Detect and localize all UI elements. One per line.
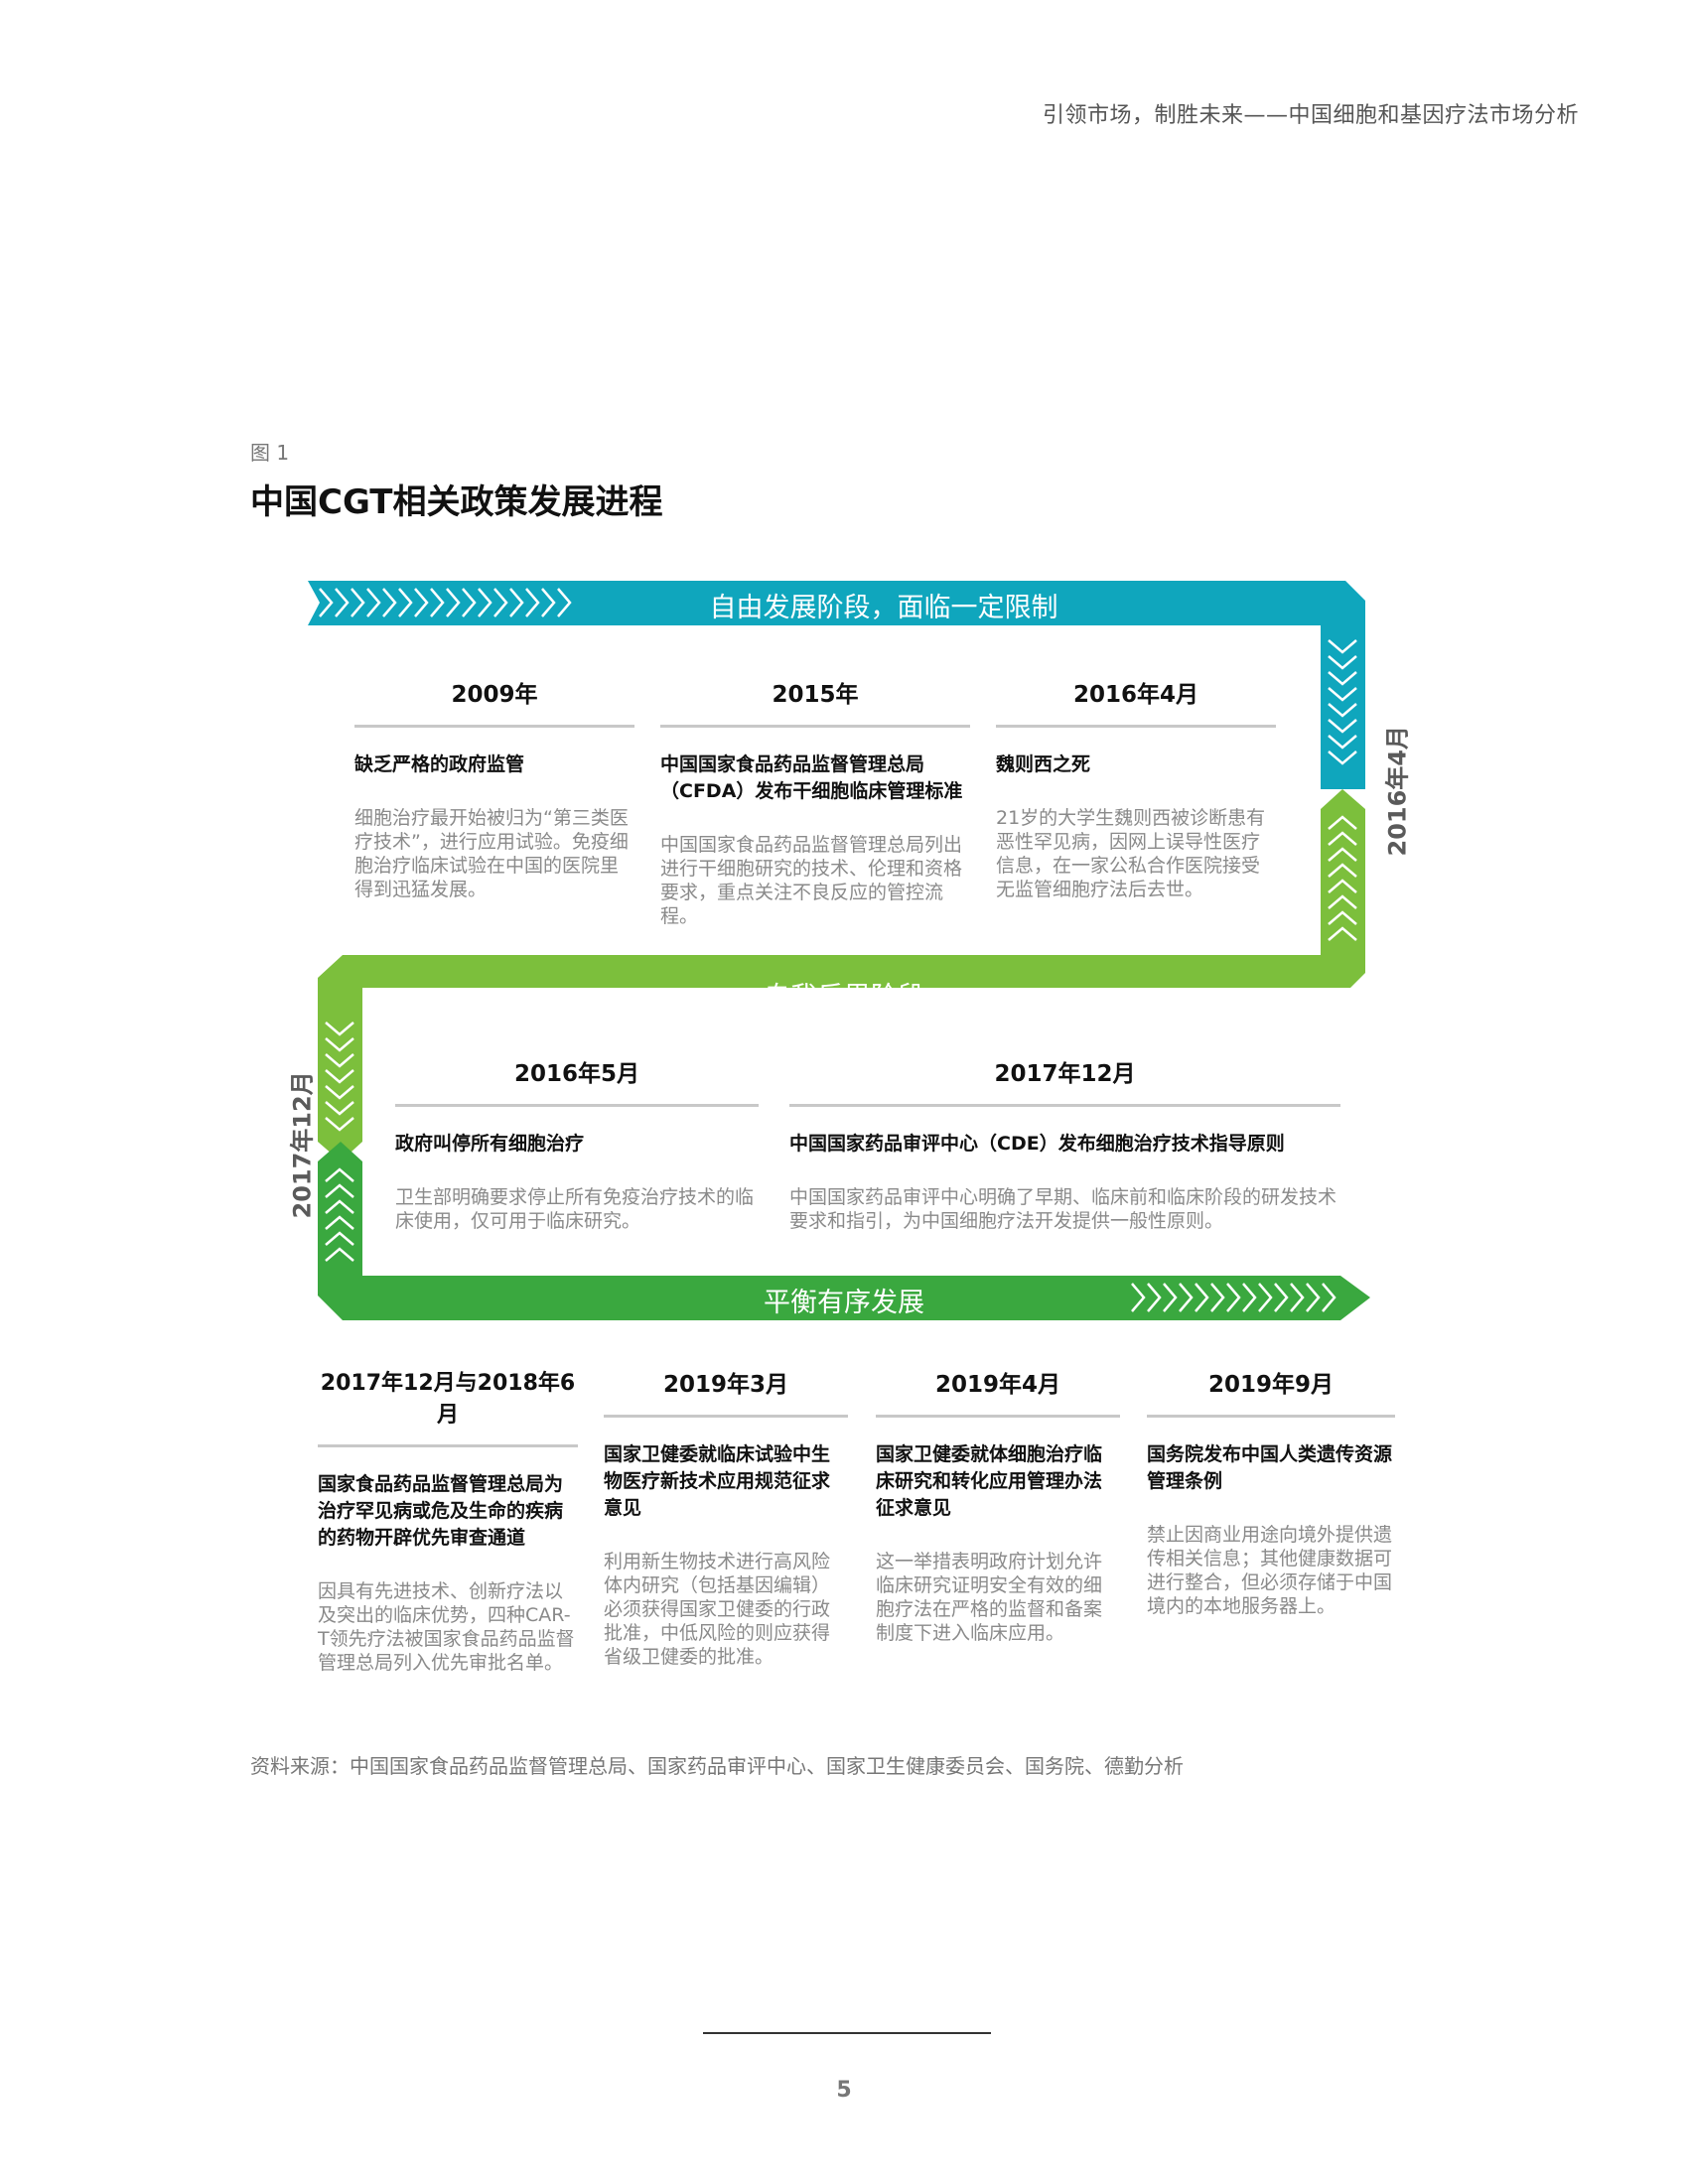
stage3-right-chevrons <box>1131 1283 1336 1312</box>
card-title: 国家食品药品监督管理总局为治疗罕见病或危及生命的疾病的药物开辟优先审查通道 <box>318 1473 564 1549</box>
figure-label: 图 1 <box>250 441 290 465</box>
timeline-card-2016-04: 2016年4月 魏则西之死 21岁的大学生魏则西被诊断患有恶性罕见病，因网上误导… <box>996 675 1276 901</box>
card-body: 中国国家药品审评中心明确了早期、临床前和临床阶段的研发技术要求和指引，为中国细胞… <box>789 1186 1337 1232</box>
card-title: 中国国家药品审评中心（CDE）发布细胞治疗技术指导原则 <box>789 1133 1285 1155</box>
card-body: 利用新生物技术进行高风险体内研究（包括基因编辑）必须获得国家卫健委的行政批准，中… <box>604 1551 831 1668</box>
card-date: 2017年12月与2018年6月 <box>318 1365 578 1447</box>
timeline-card-2019-09: 2019年9月 国务院发布中国人类遗传资源管理条例 禁止因商业用途向境外提供遗传… <box>1147 1365 1395 1618</box>
card-body: 禁止因商业用途向境外提供遗传相关信息；其他健康数据可进行整合，但必须存储于中国境… <box>1147 1524 1393 1617</box>
card-date: 2017年12月 <box>789 1054 1340 1107</box>
source-note: 资料来源：中国国家食品药品监督管理总局、国家药品审评中心、国家卫生健康委员会、国… <box>250 1754 1184 1778</box>
timeline-card-2009: 2009年 缺乏严格的政府监管 细胞治疗最开始被归为“第三类医疗技术”，进行应用… <box>354 675 634 901</box>
card-title: 中国国家食品药品监督管理总局（CFDA）发布干细胞临床管理标准 <box>660 753 963 802</box>
card-body: 卫生部明确要求停止所有免疫治疗技术的临床使用，仅可用于临床研究。 <box>395 1186 755 1232</box>
timeline-card-2019-03: 2019年3月 国家卫健委就临床试验中生物医疗新技术应用规范征求意见 利用新生物… <box>604 1365 848 1669</box>
card-date: 2019年3月 <box>604 1365 848 1418</box>
stage1-down-chevrons <box>1328 639 1357 765</box>
card-date: 2019年9月 <box>1147 1365 1395 1418</box>
card-title: 国家卫健委就体细胞治疗临床研究和转化应用管理办法征求意见 <box>876 1443 1103 1519</box>
stage2-band <box>318 789 1365 1161</box>
stage3-band <box>318 1142 1370 1320</box>
timeline-card-2016-05: 2016年5月 政府叫停所有细胞治疗 卫生部明确要求停止所有免疫治疗技术的临床使… <box>395 1054 759 1233</box>
card-body: 21岁的大学生魏则西被诊断患有恶性罕见病，因网上误导性医疗信息，在一家公私合作医… <box>996 807 1266 900</box>
card-date: 2016年4月 <box>996 675 1276 728</box>
card-title: 缺乏严格的政府监管 <box>354 753 525 775</box>
timeline-card-2017-12: 2017年12月 中国国家药品审评中心（CDE）发布细胞治疗技术指导原则 中国国… <box>789 1054 1340 1233</box>
card-body: 这一举措表明政府计划允许临床研究证明安全有效的细胞疗法在严格的监督和备案制度下进… <box>876 1551 1103 1644</box>
stage2-up-chevrons <box>1328 815 1357 941</box>
figure-title: 中国CGT相关政策发展进程 <box>250 482 663 522</box>
card-body: 细胞治疗最开始被归为“第三类医疗技术”，进行应用试验。免疫细胞治疗临床试验在中国… <box>354 807 629 900</box>
card-title: 国务院发布中国人类遗传资源管理条例 <box>1147 1443 1393 1492</box>
timeline-card-2019-04: 2019年4月 国家卫健委就体细胞治疗临床研究和转化应用管理办法征求意见 这一举… <box>876 1365 1120 1645</box>
card-date: 2019年4月 <box>876 1365 1120 1418</box>
stage2-label: 自我反思阶段 <box>764 982 924 1013</box>
card-title: 政府叫停所有细胞治疗 <box>395 1133 585 1155</box>
card-body: 因具有先进技术、创新疗法以及突出的临床优势，四种CAR-T领先疗法被国家食品药品… <box>318 1580 575 1674</box>
card-title: 魏则西之死 <box>996 753 1091 775</box>
card-date: 2015年 <box>660 675 970 728</box>
stage2-down-chevrons <box>325 1022 354 1132</box>
card-date: 2009年 <box>354 675 634 728</box>
stage3-up-chevrons <box>325 1167 354 1262</box>
side-label-right: 2016年4月 <box>1383 726 1412 857</box>
report-header: 引领市场，制胜未来——中国细胞和基因疗法市场分析 <box>1042 103 1579 128</box>
stage1-chevrons <box>319 588 572 617</box>
side-label-left: 2017年12月 <box>288 1071 317 1219</box>
timeline-card-2017-2018: 2017年12月与2018年6月 国家食品药品监督管理总局为治疗罕见病或危及生命… <box>318 1365 578 1675</box>
card-body: 中国国家食品药品监督管理总局列出进行干细胞研究的技术、伦理和资格要求，重点关注不… <box>660 834 963 927</box>
stage1-label: 自由发展阶段，面临一定限制 <box>709 593 1058 623</box>
stage3-label: 平衡有序发展 <box>764 1288 924 1318</box>
card-title: 国家卫健委就临床试验中生物医疗新技术应用规范征求意见 <box>604 1443 831 1519</box>
page-number: 5 <box>836 2078 852 2103</box>
timeline-card-2015: 2015年 中国国家食品药品监督管理总局（CFDA）发布干细胞临床管理标准 中国… <box>660 675 970 928</box>
footer-rule <box>703 2032 991 2034</box>
card-date: 2016年5月 <box>395 1054 759 1107</box>
stage1-band <box>308 581 1365 789</box>
